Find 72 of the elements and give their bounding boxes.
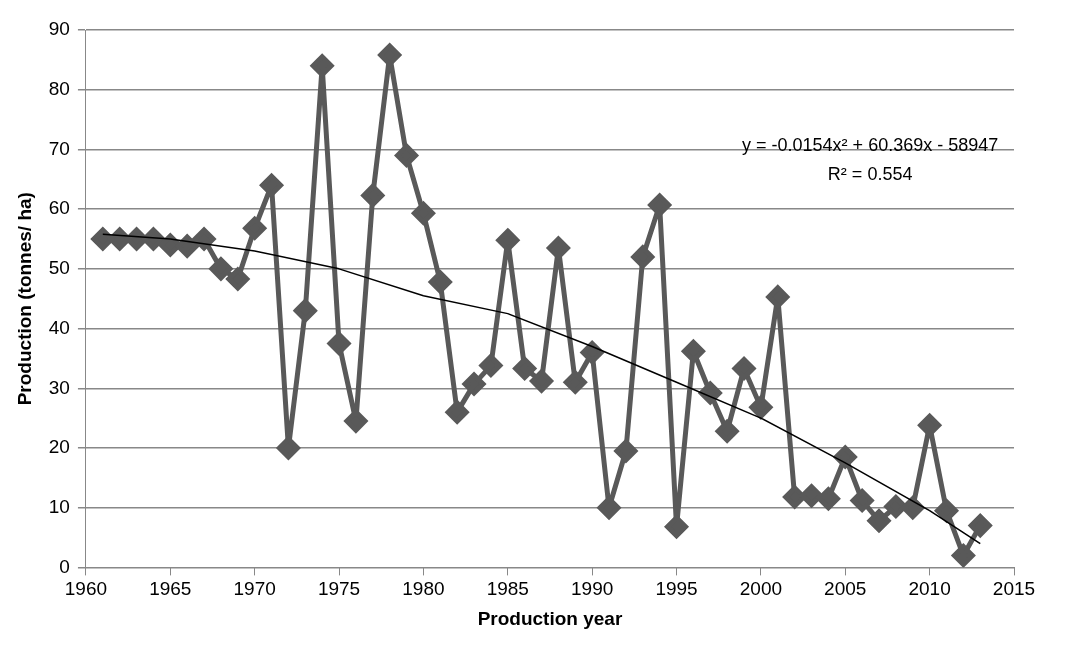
x-tick-label: 2015 [992,578,1036,600]
point [665,515,689,539]
x-tick-label: 1975 [317,578,361,600]
point [951,543,975,567]
point [293,299,317,323]
point [935,499,958,523]
point [226,267,250,291]
point [243,216,267,240]
x-tick-label: 1960 [64,578,108,600]
y-tick-label: 30 [48,376,70,398]
point [378,43,402,67]
point [209,257,233,281]
y-tick-label: 0 [59,555,70,577]
x-tick-label: 2000 [739,578,783,600]
point [968,514,992,538]
y-tick-label: 40 [48,316,70,338]
point [361,183,385,207]
x-tick-label: 2010 [908,578,951,600]
y-tick-label: 70 [48,137,70,159]
point [479,354,503,378]
point [344,409,368,433]
point [445,400,469,424]
y-tick-label: 80 [48,77,70,99]
x-tick-label: 1965 [149,578,192,600]
y-tick-label: 20 [48,436,70,458]
y-tick-label: 90 [48,18,70,40]
point [428,270,452,294]
x-axis-title: Production year [477,607,623,629]
point [648,193,672,217]
point [260,173,284,197]
point [411,201,435,225]
point [530,369,554,393]
y-tick-label: 10 [48,495,70,517]
point [563,370,587,394]
point [580,340,604,364]
point [192,227,216,251]
point [327,331,351,355]
point [496,228,520,252]
annotation: y = -0.0154x² + 60.369x - 58947 [742,134,999,155]
annotation: R² = 0.554 [827,163,913,184]
point [732,357,756,381]
point [749,395,773,419]
point [546,236,570,260]
point [395,143,419,167]
point [918,413,942,437]
x-tick-label: 1990 [571,578,614,600]
point [597,496,621,520]
y-tick-label: 60 [48,197,70,219]
point [310,54,334,78]
point [833,445,857,469]
point [715,419,739,443]
point [175,234,199,258]
point [800,484,824,508]
point [513,357,537,381]
point [783,485,807,509]
y-tick-label: 50 [48,257,70,279]
x-tick-label: 1970 [233,578,276,600]
point [614,439,638,463]
point [462,372,486,396]
point [816,487,840,511]
point [681,339,705,363]
point [867,509,891,533]
x-tick-label: 1980 [402,578,445,600]
point [901,496,925,520]
y-axis-title: Production (tonnes/ ha) [13,192,35,406]
point [276,436,300,460]
point [766,285,790,309]
x-tick-label: 1985 [486,578,529,600]
x-tick-label: 2005 [824,578,867,600]
x-tick-label: 1995 [655,578,698,600]
point [850,489,874,513]
point [631,245,655,269]
